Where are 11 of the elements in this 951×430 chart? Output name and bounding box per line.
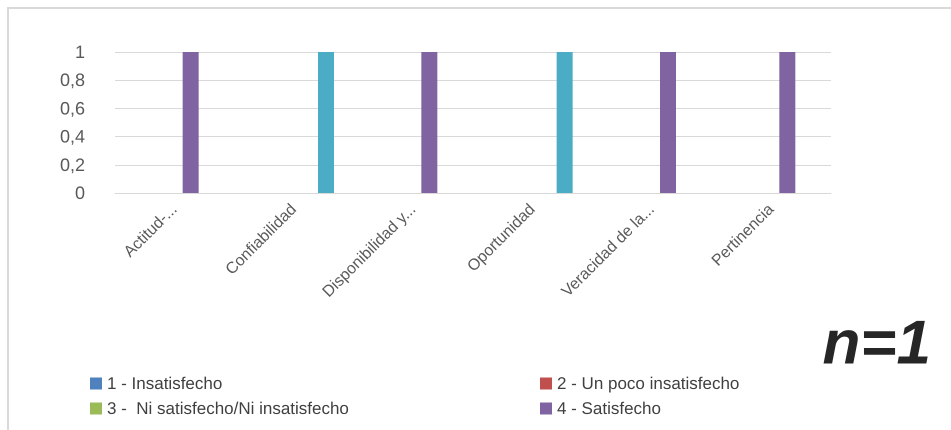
y-tick-label: 0,4 (60, 126, 85, 147)
y-tick-label: 1 (74, 42, 85, 62)
y-tick-label: 0,8 (60, 70, 85, 90)
y-tick-label: 0,2 (60, 154, 85, 175)
legend-label: 2 - Un poco insatisfecho (557, 374, 740, 393)
legend-label: 1 - Insatisfecho (107, 374, 222, 393)
legend-label: 4 - Satisfecho (557, 399, 661, 418)
y-tick-label: 0,6 (60, 98, 85, 118)
y-tick-label: 0 (74, 183, 85, 203)
text: n=1 (822, 308, 931, 378)
legend-label: 3 - Ni satisfecho/Ni insatisfecho (107, 399, 349, 418)
